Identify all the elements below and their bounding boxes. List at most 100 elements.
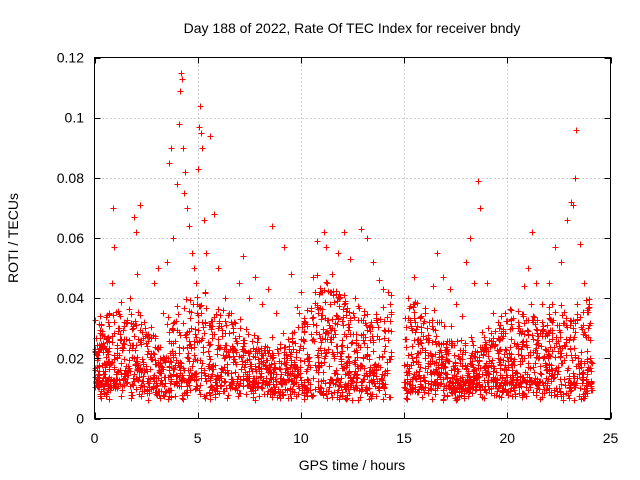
data-point <box>140 361 147 368</box>
data-point <box>454 338 461 345</box>
data-point <box>555 338 562 345</box>
data-point <box>198 310 205 317</box>
data-point <box>205 373 212 380</box>
data-point <box>339 348 346 355</box>
y-tick-label: 0.02 <box>57 350 84 366</box>
data-point <box>467 355 474 362</box>
data-point <box>230 347 237 354</box>
data-point <box>570 370 577 377</box>
y-tick-label: 0.12 <box>57 50 84 66</box>
data-point <box>463 259 470 266</box>
data-point <box>114 342 121 349</box>
data-point <box>539 301 546 308</box>
data-point <box>240 383 247 390</box>
data-point <box>570 202 577 209</box>
data-point <box>199 145 206 152</box>
data-point <box>256 393 263 400</box>
data-point <box>160 356 167 363</box>
data-point <box>364 351 371 358</box>
data-point <box>486 371 493 378</box>
data-point <box>191 265 198 272</box>
data-point <box>127 295 134 302</box>
x-tick-label: 10 <box>293 430 309 446</box>
data-point <box>183 296 190 303</box>
data-point <box>128 311 135 318</box>
data-point <box>201 367 208 374</box>
data-point <box>410 374 417 381</box>
data-point <box>386 394 393 401</box>
data-point <box>469 338 476 345</box>
data-point <box>290 381 297 388</box>
data-point <box>588 385 595 392</box>
data-point <box>177 370 184 377</box>
data-point <box>445 350 452 357</box>
data-point <box>264 391 271 398</box>
data-point <box>382 328 389 335</box>
data-point <box>139 356 146 363</box>
data-point <box>293 393 300 400</box>
data-point <box>465 370 472 377</box>
data-point <box>451 352 458 359</box>
data-point <box>176 121 183 128</box>
data-point <box>525 360 532 367</box>
data-point <box>508 336 515 343</box>
data-point <box>361 340 368 347</box>
data-point <box>106 358 113 365</box>
data-point <box>431 307 438 314</box>
data-point <box>325 330 332 337</box>
data-point <box>301 315 308 322</box>
data-point <box>417 364 424 371</box>
data-point <box>103 346 110 353</box>
data-point <box>571 397 578 404</box>
data-point <box>138 382 145 389</box>
data-point <box>249 338 256 345</box>
data-point <box>139 329 146 336</box>
data-point <box>430 283 437 290</box>
data-point <box>259 301 266 308</box>
data-point <box>343 312 350 319</box>
data-point <box>143 340 150 347</box>
data-point <box>444 357 451 364</box>
data-point <box>363 387 370 394</box>
data-point <box>121 341 128 348</box>
data-point <box>217 312 224 319</box>
data-point <box>552 244 559 251</box>
data-point <box>151 280 158 287</box>
data-point <box>539 319 546 326</box>
data-point <box>504 318 511 325</box>
data-point <box>271 360 278 367</box>
data-point <box>528 301 535 308</box>
data-point <box>382 391 389 398</box>
data-point <box>387 356 394 363</box>
data-point <box>444 371 451 378</box>
data-point <box>249 368 256 375</box>
data-point <box>332 331 339 338</box>
data-point <box>133 361 140 368</box>
data-point <box>342 384 349 391</box>
data-point <box>236 390 243 397</box>
data-points <box>92 70 596 404</box>
data-point <box>255 380 262 387</box>
data-point <box>291 329 298 336</box>
data-point <box>381 318 388 325</box>
data-point <box>475 362 482 369</box>
data-point <box>252 387 259 394</box>
data-point <box>145 380 152 387</box>
data-point <box>342 395 349 402</box>
data-point <box>177 332 184 339</box>
data-point <box>296 347 303 354</box>
data-point <box>420 385 427 392</box>
data-point <box>244 357 251 364</box>
y-tick-label: 0.1 <box>65 110 85 126</box>
data-point <box>246 295 253 302</box>
data-point <box>447 286 454 293</box>
x-tick-label: 5 <box>194 430 202 446</box>
data-point <box>440 274 447 281</box>
data-point <box>370 259 377 266</box>
data-point <box>426 319 433 326</box>
data-point <box>438 349 445 356</box>
data-point <box>500 328 507 335</box>
data-point <box>101 371 108 378</box>
data-point <box>134 366 141 373</box>
data-point <box>301 328 308 335</box>
